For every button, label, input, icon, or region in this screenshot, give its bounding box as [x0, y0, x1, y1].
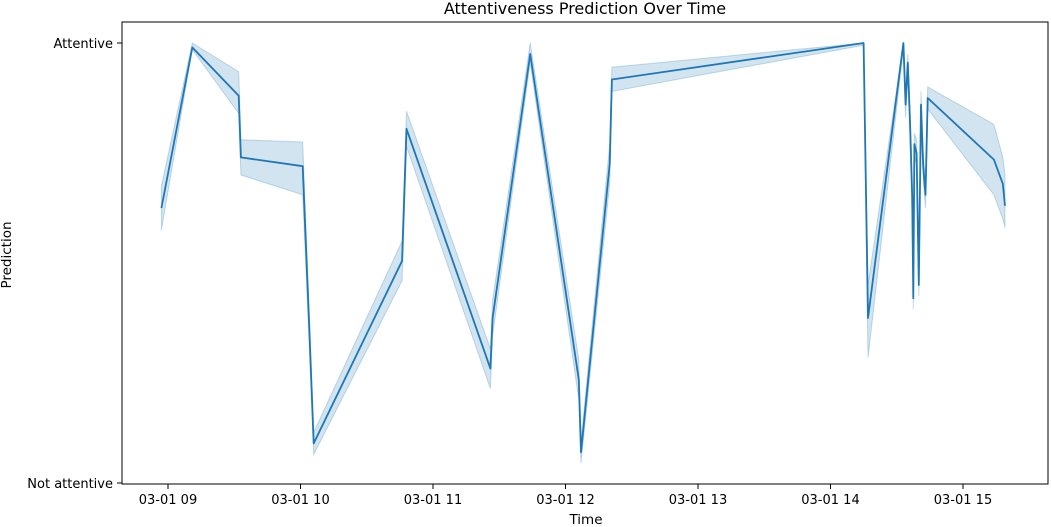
plot-frame [121, 21, 1049, 485]
series-line-layer [160, 42, 1006, 454]
x-tick-label: 03-01 11 [404, 493, 462, 508]
y-tick-label: Not attentive [27, 477, 113, 492]
y-tick-label: Attentive [54, 37, 114, 52]
x-tick-label: 03-01 09 [139, 493, 197, 508]
x-tick-label: 03-01 13 [669, 493, 727, 508]
y-axis-ticks: Not attentive Attentive [27, 37, 122, 492]
confidence-band-0 [160, 42, 1006, 464]
chart-title: Attentiveness Prediction Over Time [444, 0, 726, 18]
series-line-0 [160, 42, 1006, 454]
x-axis-ticks: 03-01 09 03-01 10 03-01 11 03-01 12 03-01 13… [139, 484, 992, 508]
x-tick-label: 03-01 15 [934, 493, 992, 508]
confidence-band-layer [160, 42, 1006, 464]
x-tick-label: 03-01 14 [801, 493, 859, 508]
x-tick-label: 03-01 10 [271, 493, 329, 508]
x-axis-label: Time [568, 512, 602, 527]
y-axis-label: Prediction [0, 221, 15, 288]
x-tick-label: 03-01 12 [536, 493, 594, 508]
